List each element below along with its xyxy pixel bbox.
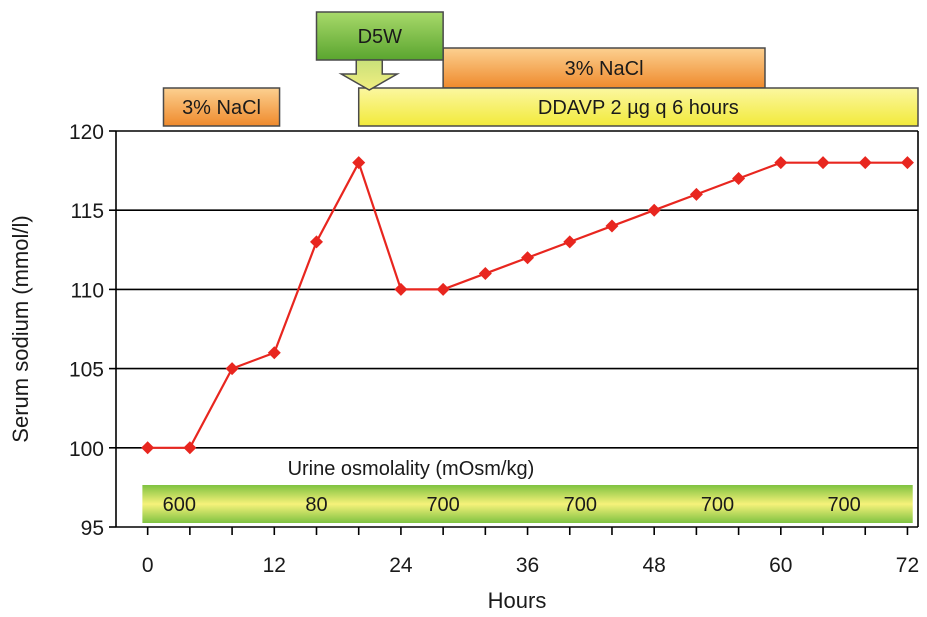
y-tick-label: 120 (69, 121, 104, 144)
data-point (352, 156, 366, 170)
treatment-ddavp-label: DDAVP 2 µg q 6 hours (538, 97, 739, 119)
series-line (147, 159, 908, 449)
urine-osmolality-value: 700 (564, 494, 597, 516)
urine-osmolality-title: Urine osmolality (mOsm/kg) (288, 458, 535, 480)
urine-osmolality-value: 700 (701, 494, 734, 516)
x-tick-label: 36 (516, 554, 539, 577)
data-point (689, 187, 703, 201)
y-tick-label: 110 (71, 279, 104, 302)
data-point (267, 346, 281, 360)
data-point (310, 235, 323, 249)
data-point (183, 441, 197, 455)
treatment-nacl-label: 3% NaCl (182, 97, 261, 119)
urine-osmolality-value: 700 (426, 494, 459, 516)
y-axis-title: Serum sodium (mmol/l) (8, 215, 33, 442)
y-tick-label: 105 (69, 359, 104, 382)
x-tick-label: 12 (263, 554, 286, 577)
x-tick-label: 0 (142, 554, 154, 577)
data-point (900, 156, 914, 170)
urine-osmolality-value: 80 (305, 494, 327, 516)
data-point (478, 267, 492, 281)
x-tick-label: 48 (643, 554, 666, 577)
treatment-nacl-box (162, 87, 281, 127)
treatment-d5w-box (315, 11, 444, 61)
data-point (521, 251, 535, 265)
data-point (774, 156, 788, 170)
data-point (563, 235, 577, 249)
data-point (225, 362, 239, 376)
x-tick-label: 60 (769, 554, 792, 577)
x-tick-label: 24 (389, 554, 413, 577)
data-point (436, 282, 450, 296)
urine-osmolality-value: 600 (163, 494, 196, 516)
urine-osmolality-value: 700 (827, 494, 860, 516)
urine-osmolality-band (142, 485, 913, 523)
treatment-ddavp-box (357, 87, 919, 127)
data-point (394, 282, 408, 296)
y-tick-label: 115 (71, 200, 104, 223)
y-tick-label: 95 (81, 517, 104, 540)
data-point (816, 156, 830, 170)
data-point (141, 441, 155, 455)
x-axis-title: Hours (488, 588, 547, 613)
treatment-nacl-label: 3% NaCl (565, 58, 644, 80)
data-point (647, 203, 661, 217)
y-tick-label: 100 (69, 438, 104, 461)
treatment-d5w-arrow (338, 59, 401, 91)
data-point (858, 156, 872, 170)
data-point (732, 172, 746, 186)
data-point (605, 219, 619, 233)
treatment-nacl-box (442, 47, 766, 89)
x-tick-label: 72 (896, 554, 919, 577)
treatment-d5w-label: D5W (358, 26, 403, 48)
